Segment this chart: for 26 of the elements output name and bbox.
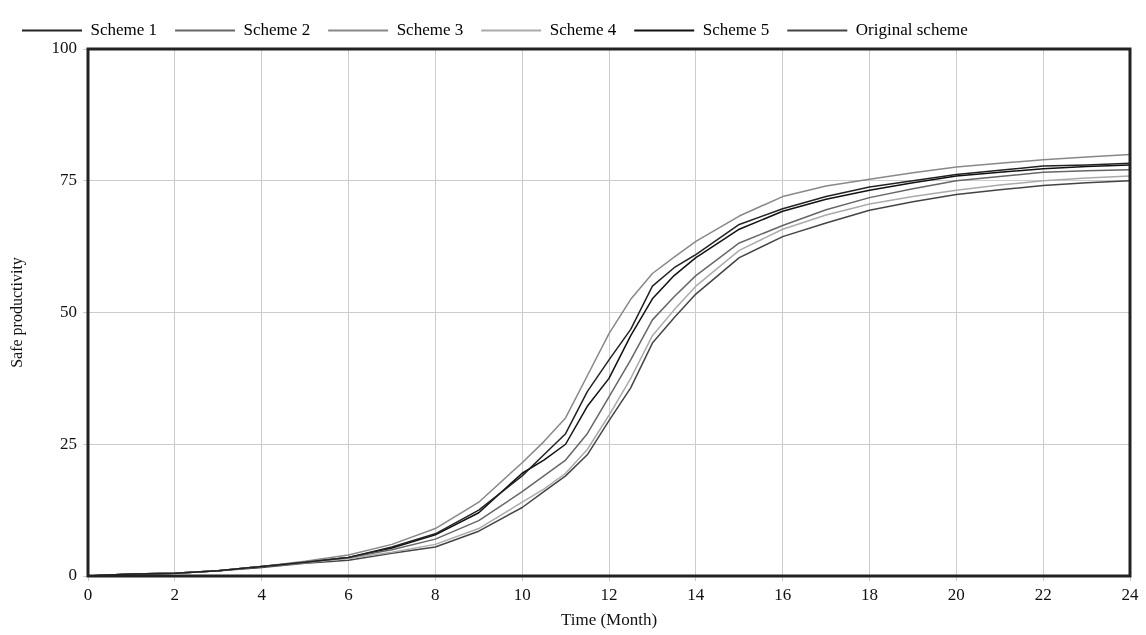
legend-label: Scheme 1 [90, 19, 158, 39]
x-tick-label: 20 [947, 584, 965, 604]
x-tick-label: 6 [344, 584, 353, 604]
legend-label: Original scheme [855, 19, 968, 39]
x-tick-label: 0 [83, 584, 93, 604]
x-tick-label: 12 [600, 584, 618, 604]
y-axis-title: Safe productivity [7, 257, 26, 368]
legend-label: Scheme 5 [702, 19, 770, 39]
x-tick-label: 16 [774, 584, 792, 604]
y-tick-label: 25 [60, 433, 77, 453]
x-tick-label: 22 [1034, 584, 1052, 604]
y-tick-label: 75 [60, 170, 77, 190]
legend-label: Scheme 3 [396, 19, 464, 39]
x-tick-label: 8 [431, 584, 440, 604]
legend-label: Scheme 2 [243, 19, 311, 39]
legend-label: Scheme 4 [549, 19, 617, 39]
y-tick-label: 50 [60, 301, 77, 321]
y-tick-label: 100 [51, 38, 77, 58]
x-tick-label: 10 [513, 584, 531, 604]
x-tick-label: 24 [1121, 584, 1139, 604]
x-tick-label: 4 [257, 584, 267, 604]
x-tick-label: 14 [687, 584, 705, 604]
x-tick-label: 18 [861, 584, 878, 604]
x-tick-label: 2 [170, 584, 180, 604]
x-axis-title: Time (Month) [560, 610, 658, 630]
y-tick-label: 0 [68, 565, 77, 585]
